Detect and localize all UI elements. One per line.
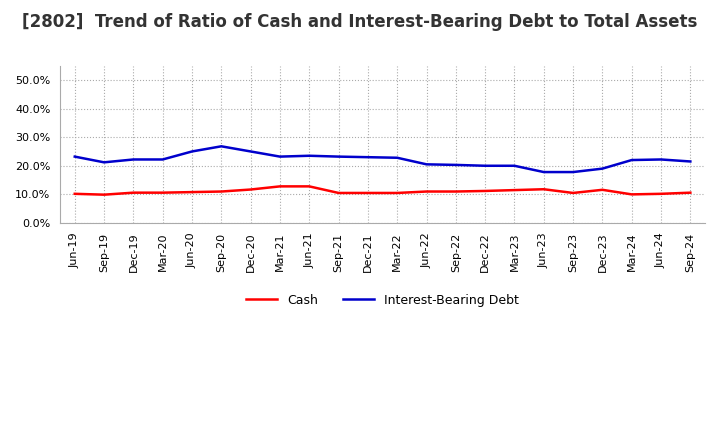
Interest-Bearing Debt xyxy=(481,163,490,169)
Interest-Bearing Debt xyxy=(217,144,225,149)
Cash xyxy=(217,189,225,194)
Interest-Bearing Debt xyxy=(246,149,255,154)
Interest-Bearing Debt xyxy=(276,154,284,159)
Line: Interest-Bearing Debt: Interest-Bearing Debt xyxy=(75,147,690,172)
Cash xyxy=(188,190,197,195)
Interest-Bearing Debt xyxy=(539,169,548,175)
Cash xyxy=(598,187,607,192)
Cash xyxy=(364,191,372,196)
Cash xyxy=(510,187,519,193)
Cash xyxy=(129,190,138,195)
Cash xyxy=(657,191,665,196)
Cash xyxy=(276,184,284,189)
Interest-Bearing Debt xyxy=(657,157,665,162)
Interest-Bearing Debt xyxy=(422,161,431,167)
Interest-Bearing Debt xyxy=(569,169,577,175)
Cash xyxy=(451,189,460,194)
Interest-Bearing Debt xyxy=(393,155,402,161)
Cash xyxy=(393,191,402,196)
Cash xyxy=(569,191,577,196)
Cash xyxy=(539,187,548,192)
Cash xyxy=(422,189,431,194)
Cash xyxy=(305,184,314,189)
Interest-Bearing Debt xyxy=(158,157,167,162)
Line: Cash: Cash xyxy=(75,187,690,194)
Interest-Bearing Debt xyxy=(627,158,636,163)
Interest-Bearing Debt xyxy=(334,154,343,159)
Cash xyxy=(334,191,343,196)
Interest-Bearing Debt xyxy=(71,154,79,159)
Interest-Bearing Debt xyxy=(364,154,372,160)
Cash xyxy=(246,187,255,192)
Interest-Bearing Debt xyxy=(100,160,109,165)
Interest-Bearing Debt xyxy=(598,166,607,171)
Interest-Bearing Debt xyxy=(451,162,460,168)
Interest-Bearing Debt xyxy=(188,149,197,154)
Cash xyxy=(71,191,79,196)
Interest-Bearing Debt xyxy=(305,153,314,158)
Cash xyxy=(686,190,695,195)
Legend: Cash, Interest-Bearing Debt: Cash, Interest-Bearing Debt xyxy=(241,289,524,312)
Interest-Bearing Debt xyxy=(686,159,695,164)
Interest-Bearing Debt xyxy=(129,157,138,162)
Text: [2802]  Trend of Ratio of Cash and Interest-Bearing Debt to Total Assets: [2802] Trend of Ratio of Cash and Intere… xyxy=(22,13,698,31)
Cash xyxy=(481,188,490,194)
Cash xyxy=(627,192,636,197)
Interest-Bearing Debt xyxy=(510,163,519,169)
Cash xyxy=(158,190,167,195)
Cash xyxy=(100,192,109,197)
